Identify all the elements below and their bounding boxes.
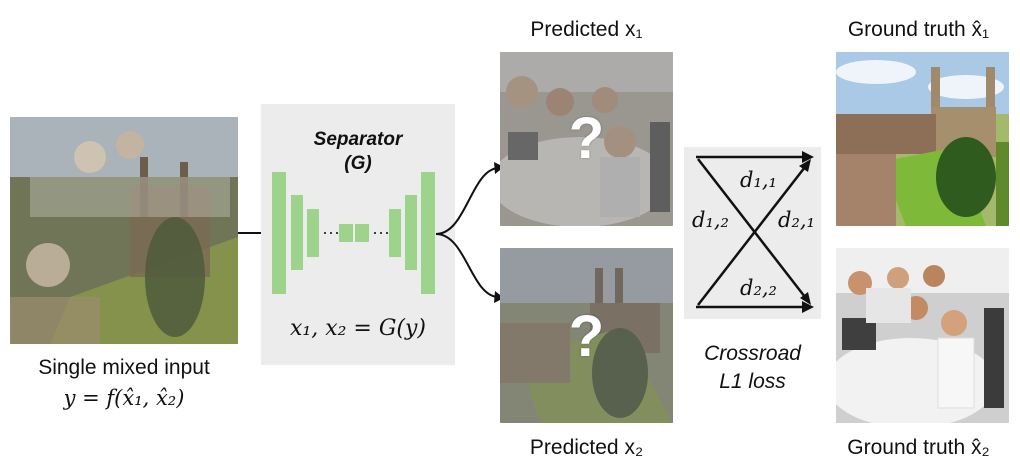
separator-title-symbol: (G) [344, 153, 372, 174]
ground-truth-x2-label: Ground truth x̂₂ [847, 436, 990, 459]
predicted-x2-label: Predicted x₂ [529, 436, 644, 459]
mixed-input-caption: Single mixed input [38, 356, 210, 379]
separator-title-name: Separator [313, 129, 403, 150]
crossroad-arrows [696, 151, 814, 313]
bottleneck-layer-2 [355, 224, 369, 242]
ellipsis-left: ··· [322, 222, 340, 242]
unknown-x2-mark: ? [568, 304, 605, 369]
crossroad-loss-title: Crossroad L1 loss [684, 340, 821, 396]
decoder-layer-2 [405, 195, 417, 270]
separator-output-arrows [436, 162, 504, 303]
separator-title: Separator (G) [261, 128, 455, 176]
encoder-layer-3 [307, 209, 319, 257]
distance-d21: d₂,₁ [778, 208, 815, 232]
separator-equation: x₁, x₂ = G(y) [289, 316, 427, 341]
distance-d12: d₁,₂ [692, 208, 729, 232]
crossroad-loss-title-line2: L1 loss [719, 370, 786, 393]
mixed-input-image [10, 117, 238, 344]
ground-truth-x2-image [836, 248, 1009, 423]
ellipsis-right: ··· [372, 222, 390, 242]
decoder-layer-1 [389, 209, 401, 257]
mixing-equation: y = f(x̂₁, x̂₂) [63, 386, 185, 410]
decoder-layer-3 [421, 172, 435, 294]
crossroad-loss-title-line1: Crossroad [704, 342, 801, 365]
encoder-layer-2 [291, 195, 303, 270]
encoder-layer-1 [272, 172, 286, 294]
unknown-x1-mark: ? [568, 106, 605, 171]
distance-d11: d₁,₁ [740, 168, 777, 192]
distance-d22: d₂,₂ [740, 276, 777, 300]
predicted-x1-image: ? [500, 52, 673, 226]
predicted-x2-image: ? [500, 248, 673, 423]
ground-truth-x1-image [836, 52, 1009, 226]
bottleneck-layer-1 [339, 224, 353, 242]
ground-truth-x1-label: Ground truth x̂₁ [847, 18, 990, 41]
predicted-x1-label: Predicted x₁ [530, 18, 643, 41]
